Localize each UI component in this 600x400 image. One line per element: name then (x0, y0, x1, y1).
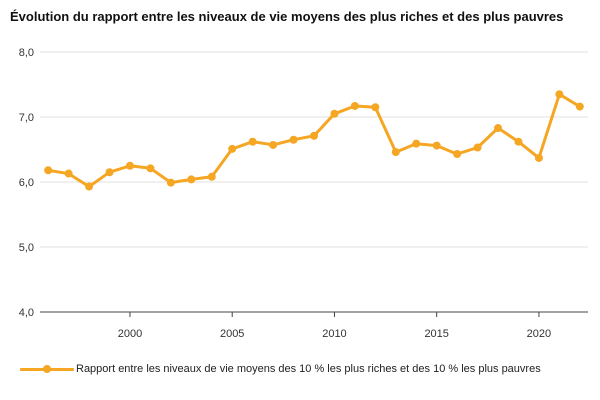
data-point (555, 90, 564, 99)
data-point (125, 161, 134, 170)
series-line (46, 92, 582, 189)
data-point (494, 124, 503, 133)
data-point (371, 103, 380, 112)
data-point (289, 135, 298, 144)
data-point (248, 137, 257, 146)
data-point (432, 141, 441, 150)
data-point (575, 102, 584, 111)
data-point (187, 175, 196, 184)
data-point (534, 153, 543, 162)
y-tick-label: 7,0 (19, 112, 34, 124)
chart-title: Évolution du rapport entre les niveaux d… (10, 9, 564, 24)
data-point (330, 109, 339, 118)
data-point (228, 144, 237, 153)
data-point (514, 137, 523, 146)
x-tick-label: 2000 (118, 328, 142, 340)
x-tick-label: 2020 (527, 328, 551, 340)
data-point (64, 169, 73, 178)
y-tick-label: 6,0 (19, 177, 34, 189)
data-point (453, 150, 462, 159)
data-point (269, 140, 278, 149)
x-tick-label: 2010 (322, 328, 346, 340)
legend-swatch (20, 359, 76, 379)
y-tick-label: 5,0 (19, 242, 34, 254)
y-tick-label: 4,0 (19, 307, 34, 319)
data-point (473, 143, 482, 152)
data-point (166, 178, 175, 187)
data-point (207, 172, 216, 181)
data-point (391, 148, 400, 157)
data-point (105, 168, 114, 177)
data-point (146, 164, 155, 173)
x-tick-label: 2005 (220, 328, 244, 340)
data-point (310, 131, 318, 140)
y-tick-label: 8,0 (19, 47, 34, 59)
data-point (412, 139, 421, 148)
data-point (350, 101, 359, 110)
x-tick-label: 2015 (424, 328, 448, 340)
data-point (44, 166, 53, 175)
legend: Rapport entre les niveaux de vie moyens … (20, 359, 595, 379)
legend-label: Rapport entre les niveaux de vie moyens … (76, 363, 541, 375)
data-point (85, 182, 94, 191)
